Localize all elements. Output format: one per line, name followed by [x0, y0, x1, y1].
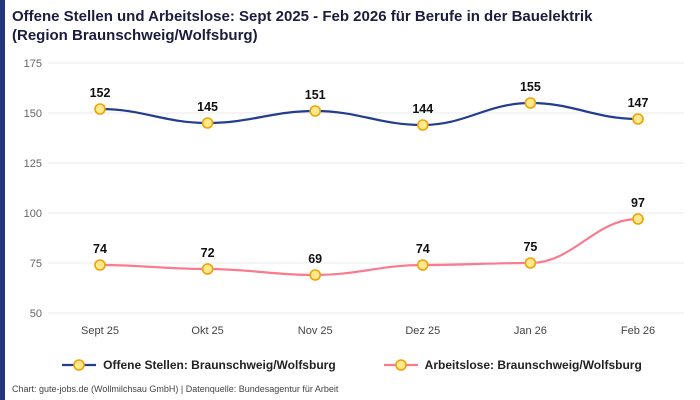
data-label: 72: [201, 246, 215, 260]
x-axis-label: Dez 25: [405, 325, 440, 337]
x-axis-label: Nov 25: [298, 325, 333, 337]
data-label: 69: [308, 252, 322, 266]
data-label: 75: [523, 240, 537, 254]
data-point-marker: [632, 212, 644, 225]
data-label: 155: [520, 80, 541, 94]
legend-label: Offene Stellen: Braunschweig/Wolfsburg: [103, 357, 336, 372]
data-label: 74: [416, 242, 430, 256]
line-chart-canvas: 50 75 100 125 150 175 Sept 25 Okt 25 Nov 25 Dez 2…: [24, 58, 684, 337]
data-point-marker: [201, 262, 214, 275]
data-point-marker: [309, 268, 322, 281]
data-point-marker: [94, 258, 106, 271]
x-axis-label: Okt 25: [191, 325, 223, 337]
y-axis-tick: 75: [30, 258, 42, 270]
data-label: 97: [631, 196, 645, 210]
y-axis-tick: 50: [30, 308, 42, 320]
data-point-marker: [201, 116, 214, 129]
chart-card: Offene Stellen und Arbeitslose: Sept 202…: [12, 8, 692, 378]
line-chart: 50 75 100 125 150 175 Sept 25 Okt 25 Nov 25 Dez 2…: [12, 50, 692, 350]
y-axis-tick: 150: [24, 108, 42, 120]
data-point-marker: [94, 102, 106, 115]
legend-label: Arbeitslose: Braunschweig/Wolfsburg: [424, 357, 642, 372]
x-axis-label: Jan 26: [514, 325, 547, 337]
chart-legend: Offene Stellen: Braunschweig/Wolfsburg Ar…: [12, 352, 692, 378]
data-point-marker: [416, 118, 429, 131]
data-point-marker: [416, 258, 429, 271]
data-label: 151: [305, 88, 326, 102]
footer-caption: Chart: gute-jobs.de (Wollmilchsau GmbH) …: [12, 384, 339, 394]
x-axis-label: Feb 26: [621, 325, 655, 337]
accent-bar: [0, 0, 5, 400]
x-axis-label: Sept 25: [81, 325, 119, 337]
legend-marker-icon: [383, 358, 418, 371]
y-axis-tick: 100: [24, 208, 42, 220]
data-label: 145: [197, 100, 218, 114]
data-point-marker: [524, 96, 537, 109]
legend-marker-icon: [62, 358, 97, 371]
chart-title: Offene Stellen und Arbeitslose: Sept 202…: [12, 8, 593, 44]
data-label: 74: [93, 242, 107, 256]
legend-item: Arbeitslose: Braunschweig/Wolfsburg: [383, 357, 642, 372]
data-label: 144: [412, 102, 433, 116]
legend-item: Offene Stellen: Braunschweig/Wolfsburg: [62, 357, 336, 372]
series-line: [99, 101, 639, 126]
y-axis-tick: 125: [24, 158, 42, 170]
data-point-marker: [632, 112, 644, 125]
y-axis-tick: 175: [24, 58, 42, 70]
series-line: [99, 217, 639, 276]
data-label: 152: [90, 86, 111, 100]
data-point-marker: [309, 104, 322, 117]
data-point-marker: [524, 256, 537, 269]
data-label: 147: [628, 96, 649, 110]
